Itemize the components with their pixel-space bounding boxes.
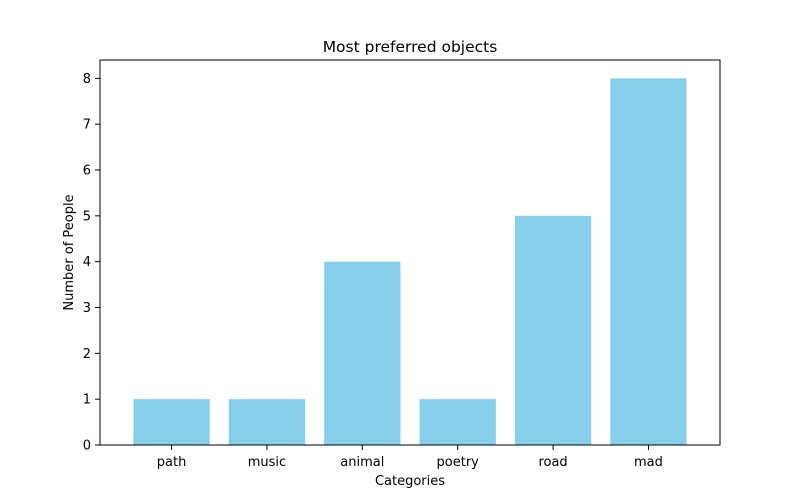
x-tick-label: road bbox=[538, 455, 567, 470]
bar-mad bbox=[610, 78, 687, 445]
bar-animal bbox=[324, 261, 401, 445]
chart-title: Most preferred objects bbox=[323, 38, 498, 56]
bar-path bbox=[133, 399, 210, 445]
x-tick-label: path bbox=[157, 455, 187, 470]
y-tick-label: 2 bbox=[83, 347, 91, 362]
bars-layer bbox=[133, 78, 687, 445]
y-tick-label: 5 bbox=[83, 209, 91, 224]
y-tick-label: 3 bbox=[83, 301, 91, 316]
y-tick-label: 4 bbox=[83, 255, 91, 270]
axes-frame bbox=[99, 59, 721, 446]
y-tick-label: 0 bbox=[83, 439, 91, 454]
y-tick-label: 7 bbox=[83, 118, 91, 133]
y-axis-ticks: 0 1 2 3 4 5 6 7 8 bbox=[83, 72, 100, 454]
bar-poetry bbox=[419, 399, 496, 445]
x-tick-label: poetry bbox=[437, 455, 480, 470]
y-tick-label: 6 bbox=[83, 164, 91, 179]
y-tick-label: 8 bbox=[83, 72, 91, 87]
x-axis-label: Categories bbox=[375, 474, 445, 489]
x-tick-label: music bbox=[248, 455, 286, 470]
x-axis-ticks: path music animal poetry road mad bbox=[157, 445, 663, 470]
bar-music bbox=[228, 399, 306, 445]
bar-road bbox=[514, 215, 592, 445]
y-axis-label: Number of People bbox=[62, 194, 77, 310]
x-tick-label: animal bbox=[340, 455, 384, 470]
x-tick-label: mad bbox=[634, 455, 663, 470]
y-tick-label: 1 bbox=[83, 393, 91, 408]
